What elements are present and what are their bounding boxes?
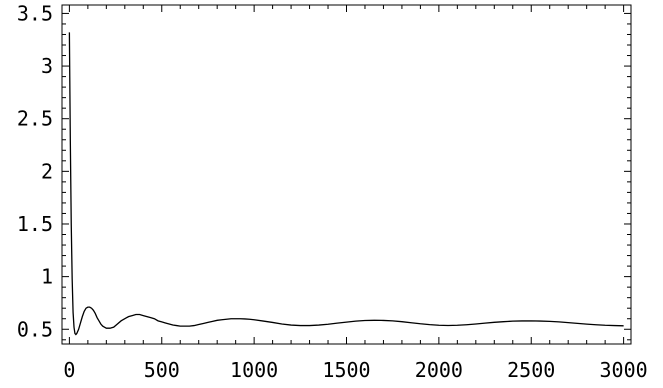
plot-frame <box>61 4 632 345</box>
x-tick-label: 1500 <box>322 358 370 382</box>
x-tick-label: 2000 <box>415 358 463 382</box>
series-line <box>68 32 624 336</box>
x-tick-label: 1000 <box>230 358 278 382</box>
x-tick-label: 500 <box>144 358 180 382</box>
y-tick-label: 2 <box>41 159 53 183</box>
y-tick-labels: 0.5 1 1.5 2 2.5 3 3.5 <box>17 1 53 341</box>
x-tick-labels: 0 500 1000 1500 2000 2500 3000 <box>63 358 647 382</box>
x-tick-label: 3000 <box>600 358 648 382</box>
y-tick-label: 1.5 <box>17 212 53 236</box>
frame-ticks <box>62 5 631 344</box>
y-tick-label: 3 <box>41 54 53 78</box>
y-tick-label: 0.5 <box>17 317 53 341</box>
y-tick-label: 2.5 <box>17 107 53 131</box>
y-tick-label: 3.5 <box>17 1 53 25</box>
x-tick-label: 2500 <box>507 358 555 382</box>
x-tick-label: 0 <box>63 358 75 382</box>
y-tick-label: 1 <box>41 265 53 289</box>
